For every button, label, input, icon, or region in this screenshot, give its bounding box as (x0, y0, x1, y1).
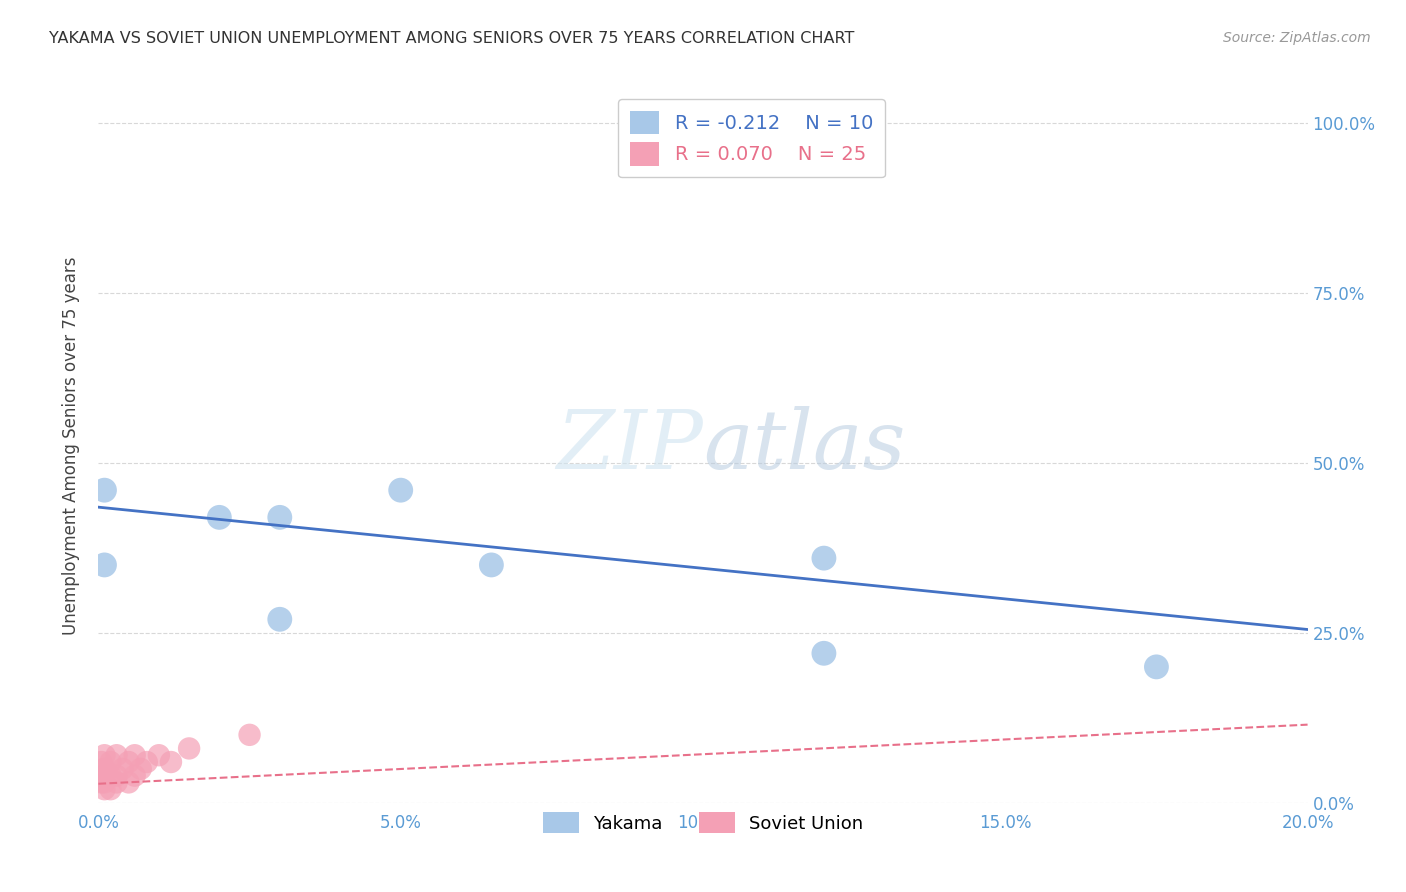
Point (1144, 660, 1167, 674)
Point (111, 762, 134, 776)
Point (813, 551, 835, 566)
Point (129, 762, 152, 776)
Legend: Yakama, Soviet Union: Yakama, Soviet Union (536, 805, 870, 840)
Point (269, 612, 291, 626)
Text: atlas: atlas (703, 406, 905, 486)
Point (135, 755, 157, 769)
Point (105, 775, 128, 789)
Point (93, 782, 115, 797)
Point (93, 748, 115, 763)
Point (105, 748, 128, 763)
Point (124, 748, 146, 763)
Point (93, 769, 115, 783)
Point (100, 782, 122, 797)
Point (481, 558, 503, 572)
Point (208, 510, 231, 524)
Point (124, 769, 146, 783)
Point (813, 646, 835, 660)
Point (90, 755, 112, 769)
Point (179, 741, 201, 756)
Point (100, 769, 122, 783)
Point (269, 510, 291, 524)
Y-axis label: Unemployment Among Seniors over 75 years: Unemployment Among Seniors over 75 years (62, 257, 80, 635)
Point (389, 483, 412, 498)
Point (90, 775, 112, 789)
Point (105, 769, 128, 783)
Point (93, 762, 115, 776)
Point (118, 775, 141, 789)
Point (93, 483, 115, 498)
Text: Source: ZipAtlas.com: Source: ZipAtlas.com (1223, 31, 1371, 45)
Point (118, 755, 141, 769)
Text: ZIP: ZIP (557, 406, 703, 486)
Point (93, 558, 115, 572)
Text: YAKAMA VS SOVIET UNION UNEMPLOYMENT AMONG SENIORS OVER 75 YEARS CORRELATION CHAR: YAKAMA VS SOVIET UNION UNEMPLOYMENT AMON… (49, 31, 855, 46)
Point (148, 748, 170, 763)
Point (100, 755, 122, 769)
Point (93, 775, 115, 789)
Point (239, 728, 262, 742)
Point (160, 755, 183, 769)
Point (90, 769, 112, 783)
